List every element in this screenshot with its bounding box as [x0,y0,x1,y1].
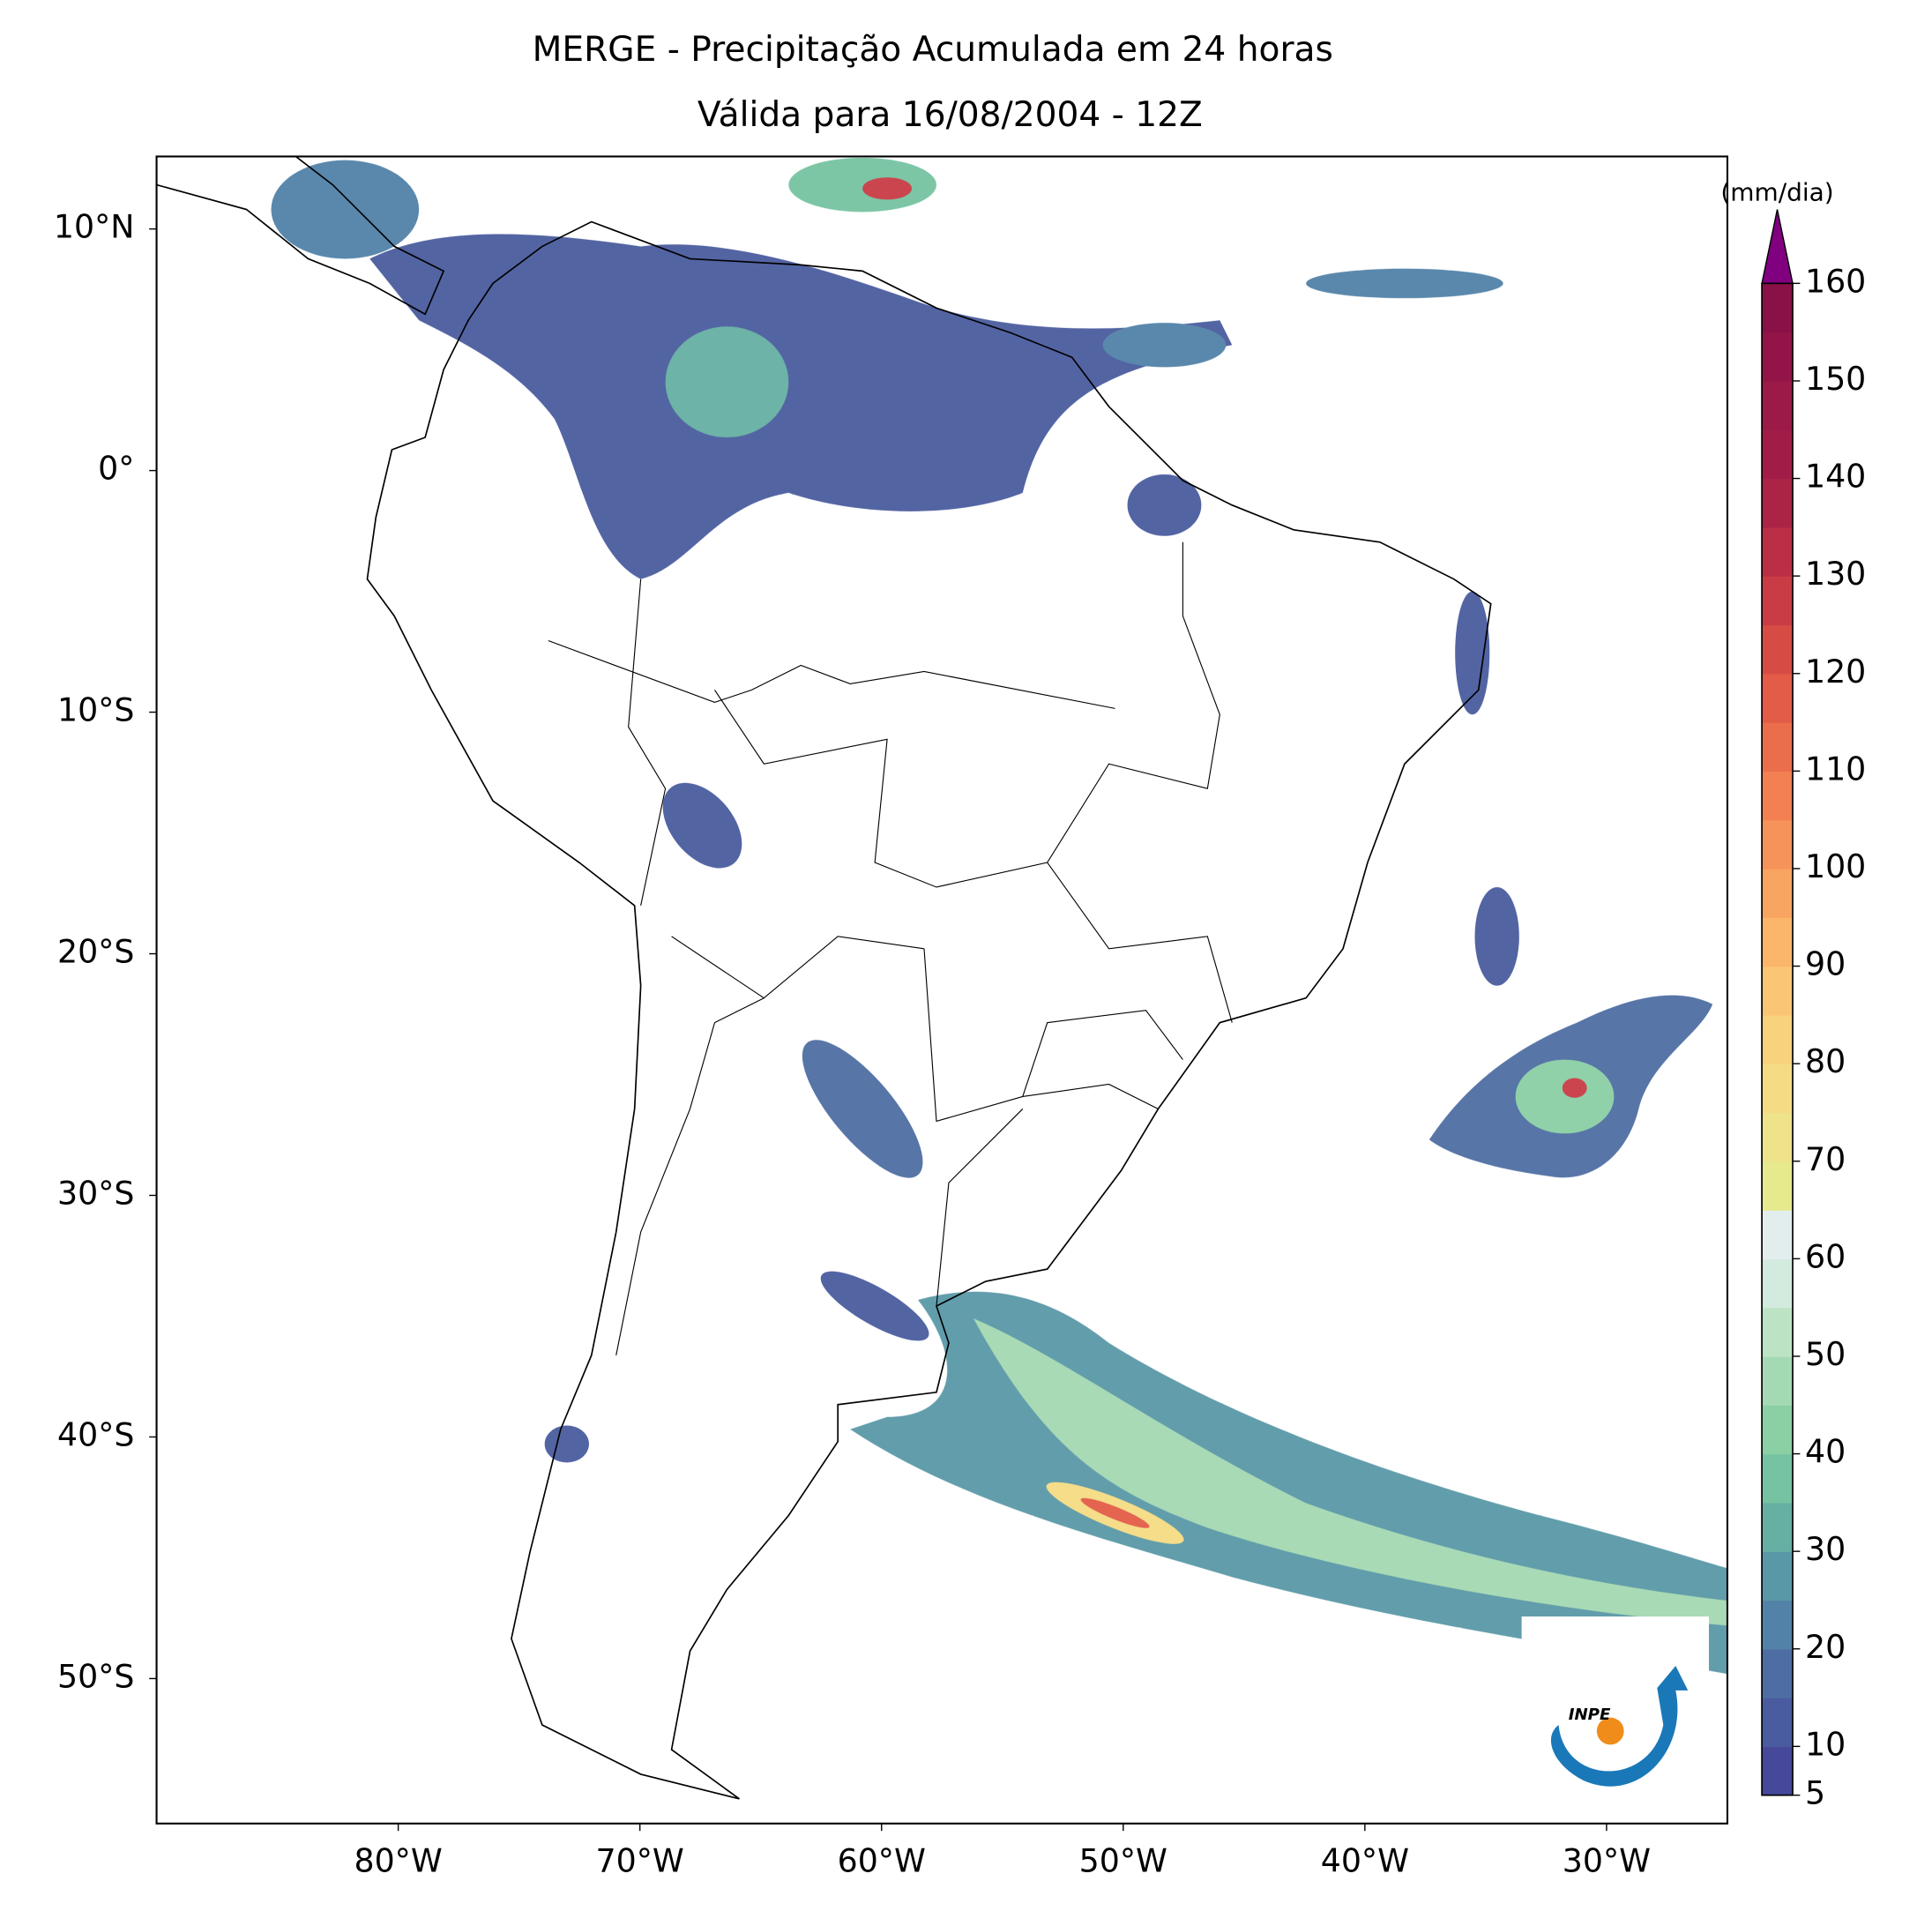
colorbar-band [1762,1746,1793,1796]
colorbar-tick-label: 110 [1805,750,1866,788]
y-tick-label: 10°S [57,691,134,729]
colorbar-band [1762,478,1793,528]
colorbar-band [1762,1014,1793,1064]
colorbar-tick-label: 5 [1805,1774,1825,1812]
borders [548,541,1233,1355]
colorbar-band [1762,1551,1793,1601]
rain-cell [1306,268,1503,299]
colorbar-tick-label: 50 [1805,1335,1846,1373]
colorbar-band [1762,332,1793,382]
precipitation [271,157,1727,1675]
colorbar-tick-label: 150 [1805,360,1866,398]
colorbar-tick-label: 80 [1805,1042,1846,1080]
map-frame [155,155,1728,1825]
rain-cell [820,1271,929,1341]
colorbar-band [1762,1161,1793,1211]
rain-cell [1455,591,1490,715]
colorbar-band [1762,868,1793,918]
colorbar-band [1762,917,1793,967]
colorbar-tick-label: 40 [1805,1433,1846,1471]
colorbar-band [1762,1258,1793,1309]
rain-max [1562,1078,1587,1098]
axes: 80°W 70°W 60°W 50°W 40°W 30°W 10°N 0° 10°S 20°S 30… [54,177,1866,1879]
rain-cell [802,1040,923,1178]
colorbar-tick-label: 100 [1805,847,1866,885]
colorbar-extend [1761,209,1794,285]
x-tick-label: 80°W [354,1842,442,1880]
subtitle: Válida para 16/08/2004 - 12Z [697,95,1203,135]
rain-cell [544,1425,589,1463]
colorbar-tick-label: 140 [1805,458,1866,496]
colorbar-band [1762,1405,1793,1455]
colorbar-band [1762,1600,1793,1650]
colorbar-band [1762,283,1793,333]
rain-cell [1102,323,1227,368]
colorbar-band [1762,819,1793,870]
colorbar-band [1762,722,1793,773]
title: MERGE - Precipitação Acumulada em 24 hor… [533,30,1333,70]
colorbar-tick-label: 10 [1805,1725,1846,1763]
colorbar-frame [1761,282,1794,1796]
colorbar-band [1762,1453,1793,1504]
rain-cell [665,326,789,437]
map-area [156,156,1727,1800]
colorbar-band [1762,1648,1793,1698]
colorbar-band [1762,1502,1793,1552]
rain-cell [369,234,1233,579]
y-tick-label: 20°S [57,933,134,971]
colorbar-band [1762,1355,1793,1406]
logo: INPE [1521,1616,1709,1789]
rain-cell [1515,1059,1615,1134]
colorbar-band [1762,966,1793,1016]
colorbar-band [1762,1307,1793,1357]
x-tick-label: 50°W [1079,1842,1167,1880]
x-tick-label: 70°W [596,1842,684,1880]
colorbar-band [1762,380,1793,430]
colorbar-band [1762,526,1793,577]
colorbar-band [1762,1210,1793,1260]
y-tick-label: 0° [98,450,134,488]
y-tick-label: 30°S [57,1174,134,1212]
rain-band-core [973,1318,1727,1626]
colorbar-tick-label: 90 [1805,945,1846,983]
x-tick-label: 40°W [1321,1842,1409,1880]
x-tick-label: 30°W [1563,1842,1651,1880]
colorbar-band [1762,576,1793,626]
colorbar-band [1762,1064,1793,1114]
x-tick-label: 60°W [838,1842,926,1880]
logo-arc [1550,1665,1689,1787]
rain-max [1080,1497,1150,1528]
y-tick-label: 10°N [54,208,135,246]
colorbar-label: (mm/dia) [1720,177,1833,206]
colorbar-band [1762,1698,1793,1748]
colorbar-band [1762,624,1793,675]
colorbar-tick-label: 130 [1805,555,1866,593]
colorbar-tick-label: 120 [1805,653,1866,690]
y-tick-label: 50°S [57,1657,134,1695]
rain-cell [1127,474,1202,536]
logo-box [1521,1616,1709,1789]
colorbar-band [1762,771,1793,821]
colorbar-band [1762,673,1793,723]
rain-max [862,177,913,200]
colorbar-tick-label: 20 [1805,1628,1846,1666]
logo-dot [1596,1717,1624,1745]
coastline [156,156,1492,1800]
colorbar-tick-label: 30 [1805,1530,1846,1568]
y-tick-label: 40°S [57,1415,134,1453]
logo-text: INPE [1569,1706,1611,1724]
colorbar-band [1762,429,1793,480]
rain-cell [1474,886,1519,986]
rain-cell [271,160,420,259]
colorbar-tick-label: 70 [1805,1140,1846,1178]
colorbar-tick-label: 160 [1805,262,1866,300]
rain-cell [662,782,742,869]
colorbar-tick-label: 60 [1805,1237,1846,1275]
rain-cell [788,157,936,213]
colorbar-band [1762,1112,1793,1162]
